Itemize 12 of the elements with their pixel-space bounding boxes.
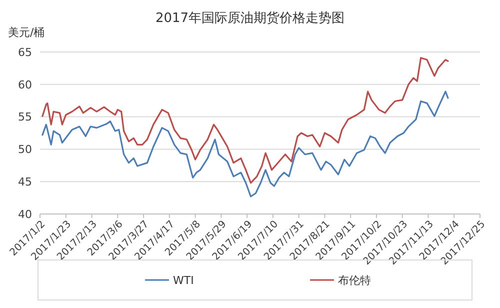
line-series bbox=[42, 57, 449, 184]
y-tick-label: 60 bbox=[18, 78, 32, 92]
legend-label: 布伦特 bbox=[338, 274, 371, 287]
y-tick-label: 45 bbox=[18, 175, 32, 188]
line-series bbox=[42, 90, 449, 198]
y-tick-label: 65 bbox=[18, 46, 32, 59]
chart-title: 2017年国际原油期货价格走势图 bbox=[155, 11, 345, 26]
legend-label: WTI bbox=[173, 274, 194, 287]
y-tick-label: 50 bbox=[18, 143, 32, 156]
y-axis-title: 美元/桶 bbox=[8, 26, 45, 39]
y-tick-label: 55 bbox=[18, 110, 32, 124]
y-tick-label: 40 bbox=[18, 208, 32, 221]
